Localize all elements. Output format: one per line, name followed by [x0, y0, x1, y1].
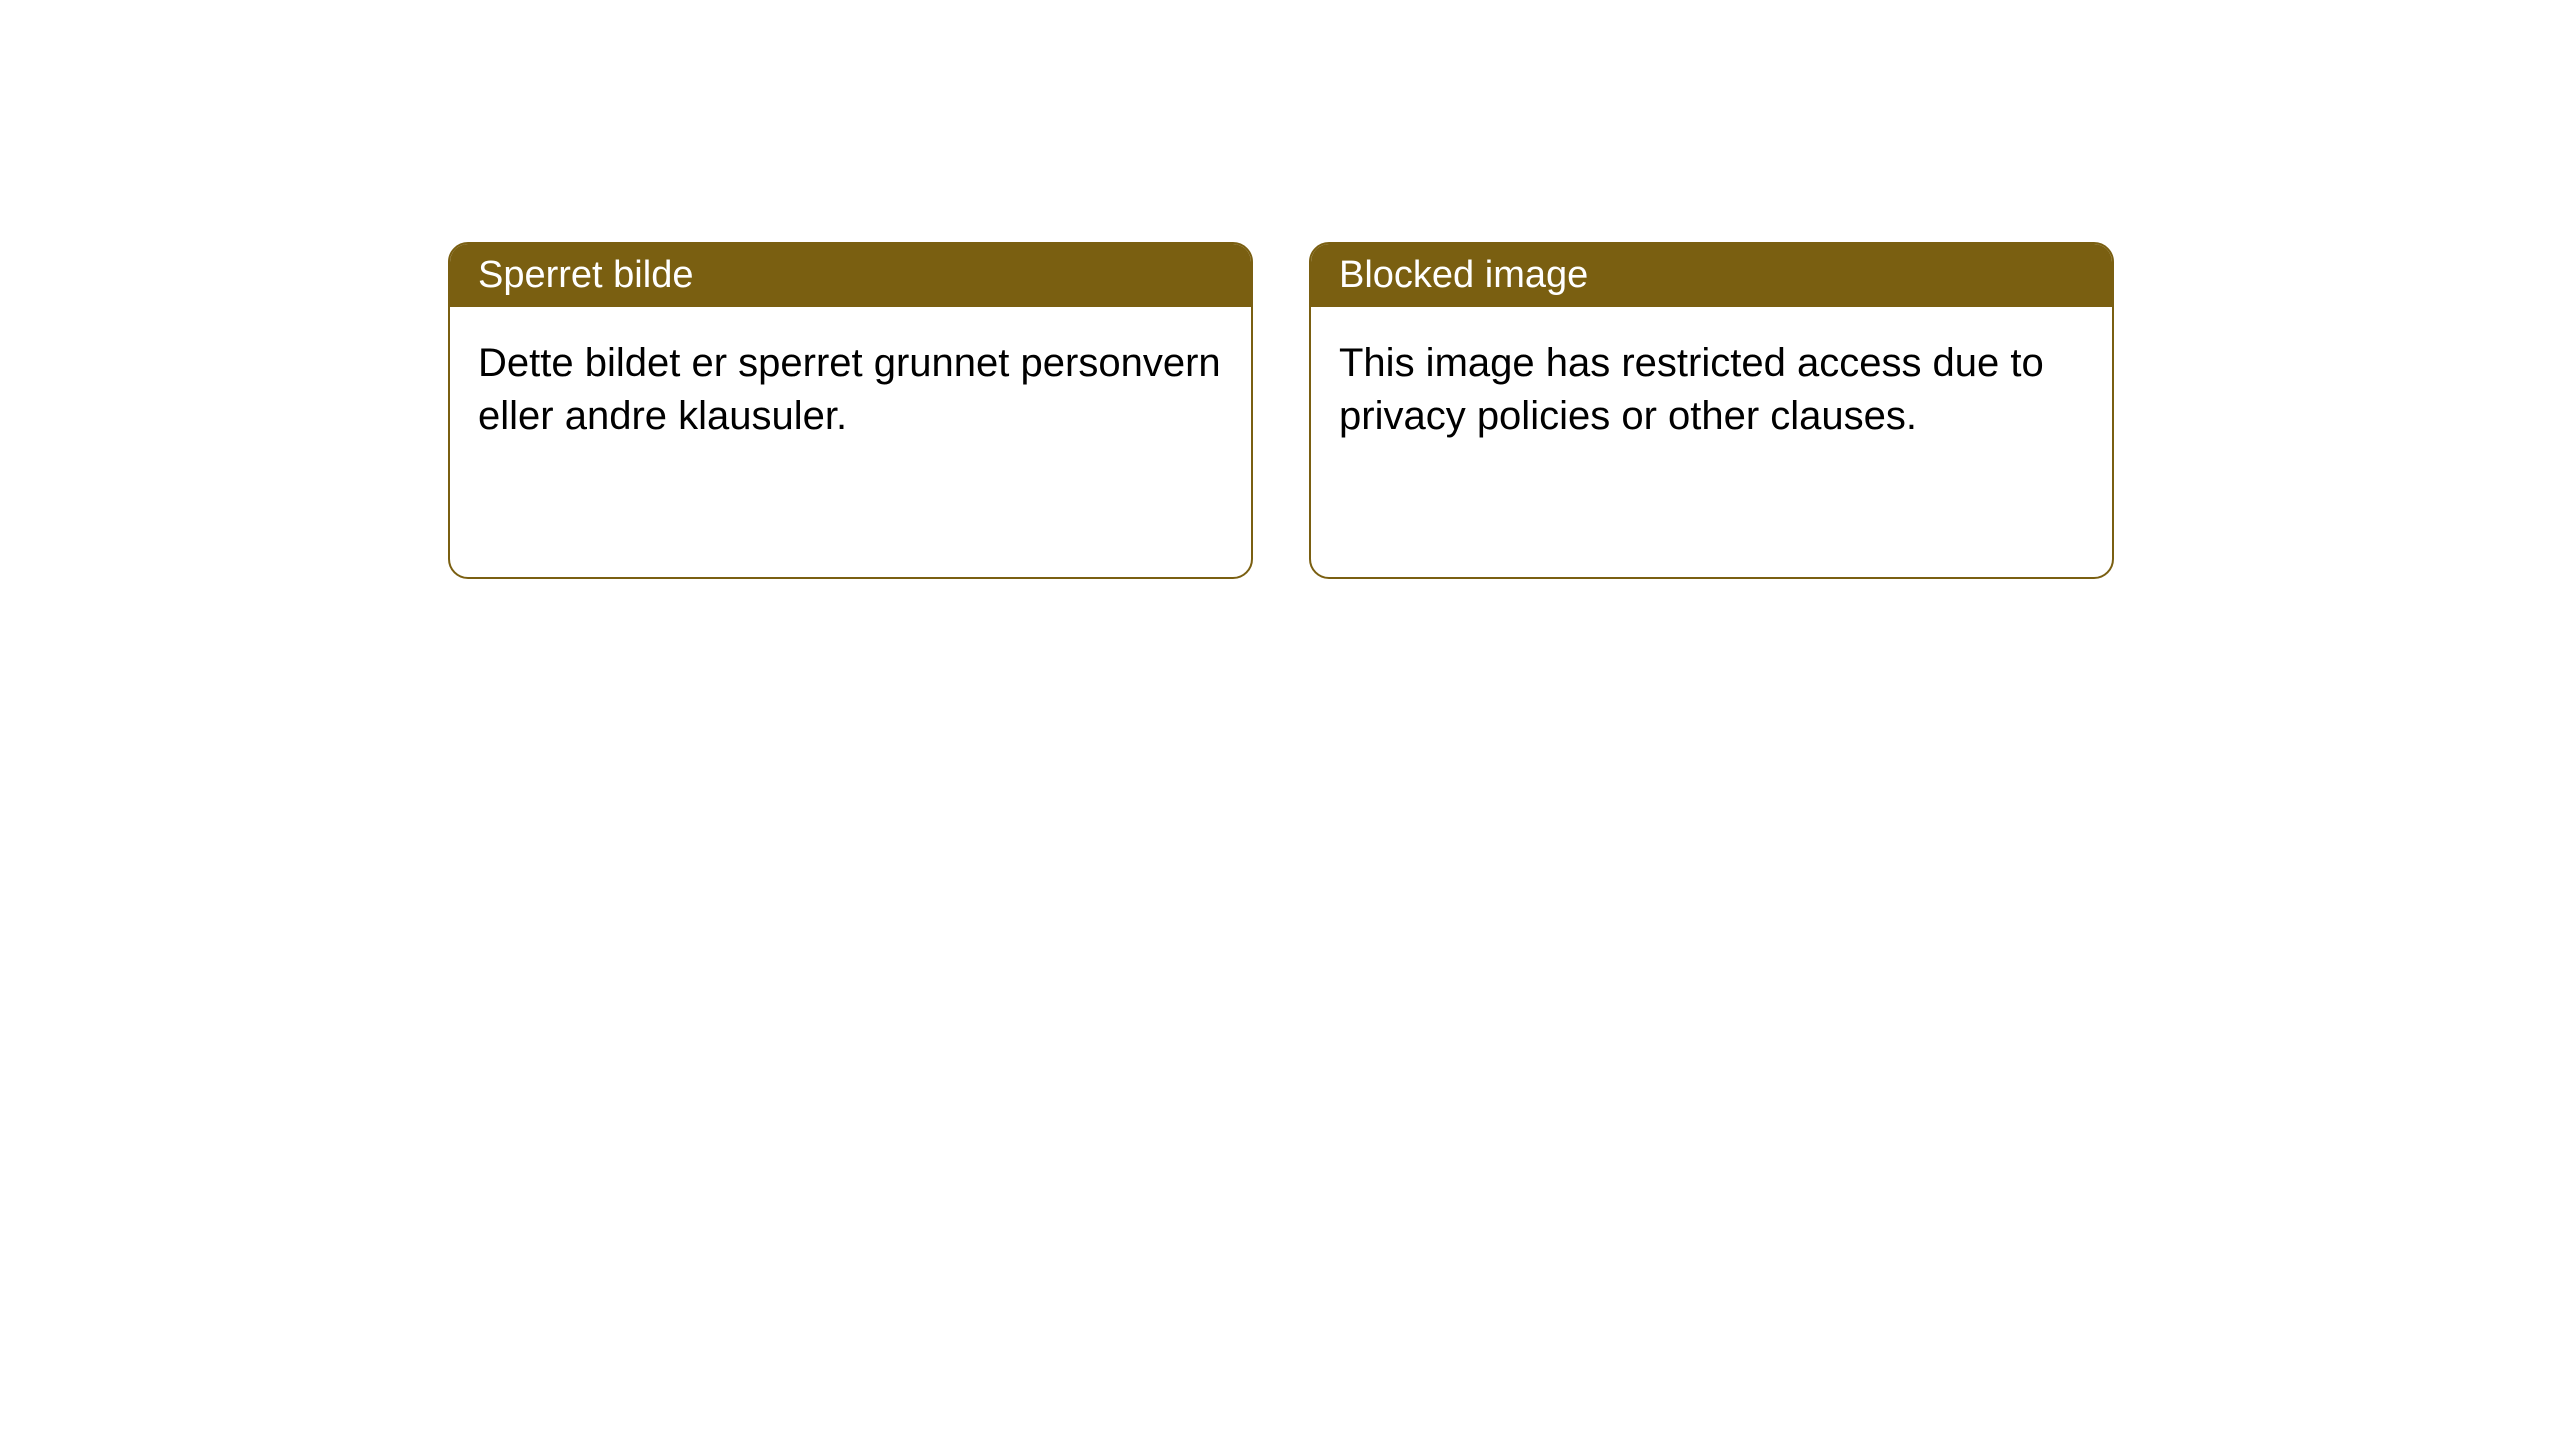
- blocked-image-panel-english: Blocked image This image has restricted …: [1309, 242, 2114, 579]
- blocked-image-panel-norwegian: Sperret bilde Dette bildet er sperret gr…: [448, 242, 1253, 579]
- panel-body-norwegian: Dette bildet er sperret grunnet personve…: [450, 307, 1251, 473]
- panel-body-english: This image has restricted access due to …: [1311, 307, 2112, 473]
- notice-panels-container: Sperret bilde Dette bildet er sperret gr…: [0, 0, 2560, 579]
- panel-header-norwegian: Sperret bilde: [450, 244, 1251, 307]
- panel-header-english: Blocked image: [1311, 244, 2112, 307]
